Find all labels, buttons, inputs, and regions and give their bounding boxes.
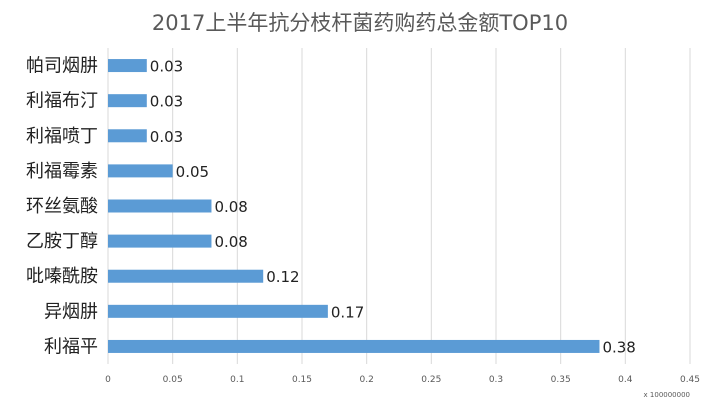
x-tick-label: 0.25	[421, 375, 441, 385]
data-label: 0.12	[266, 268, 299, 286]
data-label: 0.17	[331, 303, 364, 321]
bar	[108, 199, 212, 213]
x-tick-label: 0.1	[230, 375, 244, 385]
category-label: 帕司烟肼	[26, 56, 98, 77]
category-label: 异烟肼	[44, 301, 98, 322]
x-tick-label: 0	[105, 375, 111, 385]
x-tick-label: 0.35	[551, 375, 571, 385]
bar	[108, 94, 147, 108]
x-tick-label: 0.05	[163, 375, 183, 385]
bar	[108, 129, 147, 143]
chart-title: 2017上半年抗分枝杆菌药购药总金额TOP10	[152, 11, 568, 35]
category-label: 利福平	[44, 336, 98, 357]
bar	[108, 304, 328, 318]
bar	[108, 164, 173, 178]
category-label: 吡嗪酰胺	[26, 266, 98, 287]
data-label: 0.03	[150, 58, 183, 76]
bar	[108, 269, 264, 283]
data-label: 0.08	[214, 198, 247, 216]
bar	[108, 59, 147, 73]
data-label: 0.38	[602, 338, 635, 356]
bar	[108, 234, 212, 248]
x-tick-label: 0.2	[360, 375, 374, 385]
data-label: 0.08	[214, 233, 247, 251]
data-labels: 0.03 0.03 0.03 0.05 0.08 0.08 0.12 0.17 0.38	[150, 58, 636, 357]
x-tick-label: 0.15	[292, 375, 312, 385]
x-tick-label: 0.3	[489, 375, 503, 385]
grid	[107, 48, 691, 364]
category-label: 环丝氨酸	[26, 196, 98, 217]
category-label: 利福喷丁	[26, 126, 98, 147]
bars	[108, 59, 600, 353]
data-label: 0.03	[150, 128, 183, 146]
category-label: 利福布汀	[26, 91, 98, 112]
bar	[108, 339, 600, 353]
data-label: 0.05	[176, 163, 209, 181]
category-label: 利福霉素	[26, 161, 98, 182]
x-axis-multiplier: x 100000000	[644, 391, 690, 399]
x-axis-ticks: 0 0.05 0.1 0.15 0.2 0.25 0.3 0.35 0.4 0.45	[105, 375, 700, 385]
x-tick-label: 0.45	[680, 375, 700, 385]
category-label: 乙胺丁醇	[26, 231, 98, 252]
x-tick-label: 0.4	[618, 375, 633, 385]
data-label: 0.03	[150, 93, 183, 111]
